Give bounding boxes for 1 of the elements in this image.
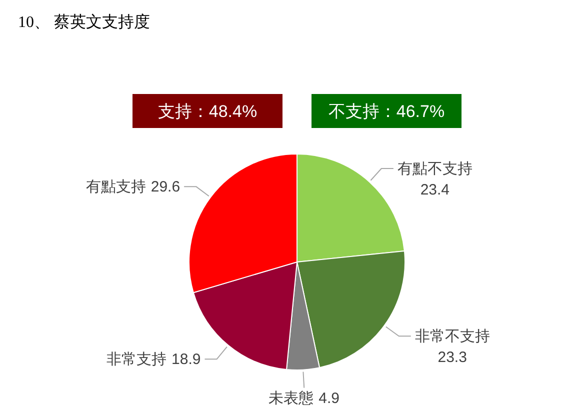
title: 10、 蔡英文支持度 [18, 14, 150, 31]
